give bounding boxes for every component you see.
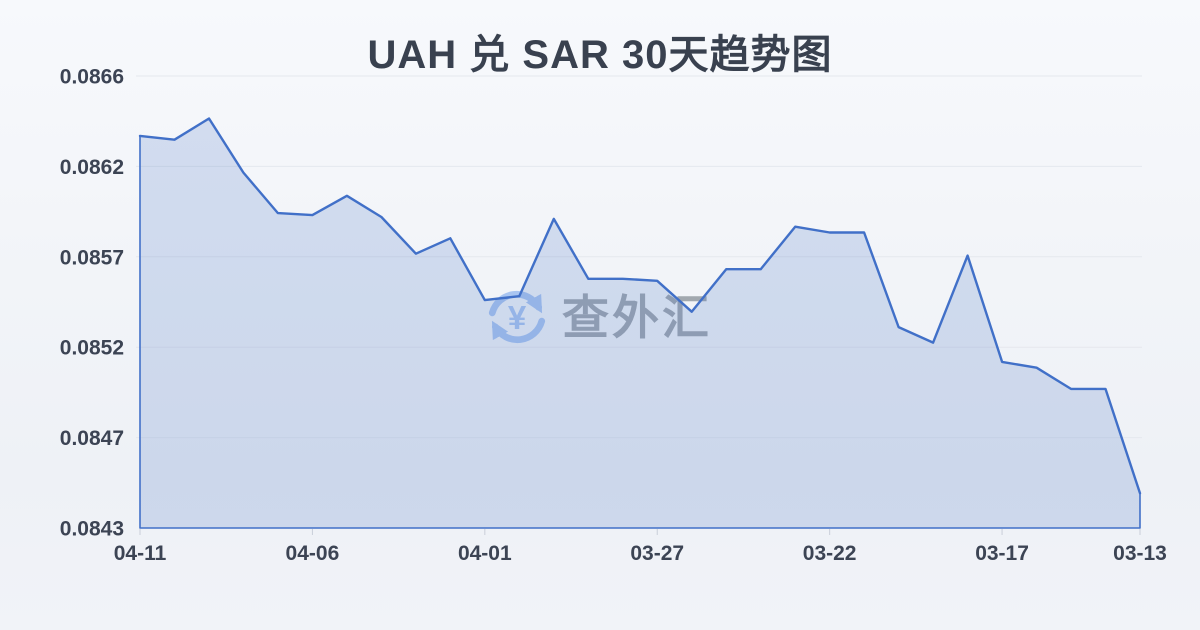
x-axis-label: 03-13: [1113, 542, 1167, 565]
svg-text:¥: ¥: [508, 299, 527, 336]
y-axis-label: 0.0852: [60, 337, 124, 360]
x-axis-label: 04-01: [458, 542, 512, 565]
y-axis-label: 0.0866: [60, 66, 124, 89]
y-axis-label: 0.0843: [60, 518, 124, 541]
y-axis-label: 0.0857: [60, 246, 124, 269]
y-axis-label: 0.0862: [60, 156, 124, 179]
watermark: ¥ 查外汇: [484, 284, 712, 350]
x-axis-label: 04-06: [286, 542, 340, 565]
watermark-text: 查外汇: [562, 294, 712, 341]
trend-line: [138, 117, 1142, 495]
y-axis-label: 0.0847: [60, 427, 124, 450]
x-axis-label: 04-11: [114, 542, 167, 565]
page-title: UAH 兑 SAR 30天趋势图: [367, 33, 833, 77]
x-axis-label: 03-22: [803, 542, 857, 565]
x-axis-label: 03-17: [975, 542, 1029, 565]
currency-exchange-icon: ¥: [488, 290, 546, 344]
x-axis-label: 03-27: [630, 542, 684, 565]
